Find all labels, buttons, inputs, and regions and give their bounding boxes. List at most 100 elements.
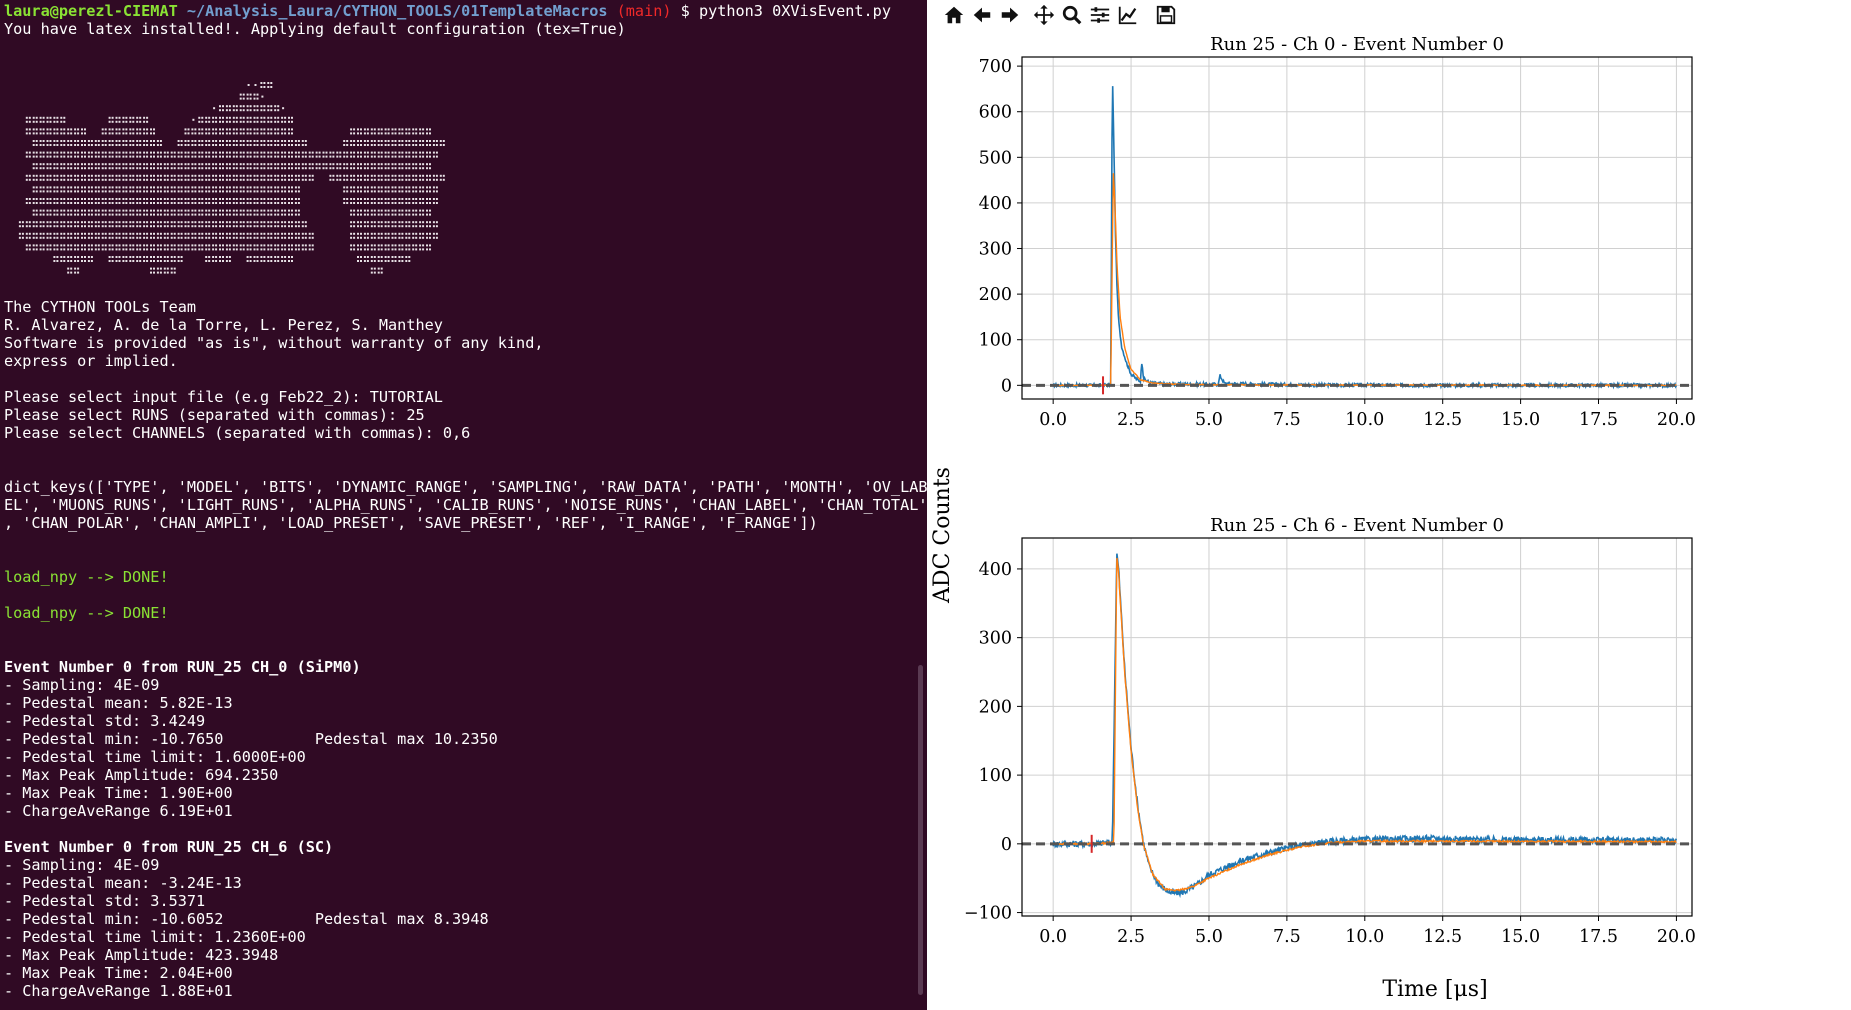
- x-tick-label: 7.5: [1273, 410, 1301, 430]
- forward-button[interactable]: [997, 2, 1023, 28]
- axes-frame: [1021, 537, 1693, 917]
- event-header: Event Number 0 from RUN_25 CH_0 (SiPM0): [4, 658, 361, 676]
- prompt-path: ~/Analysis_Laura/CYTHON_TOOLS/01Template…: [177, 2, 608, 20]
- zoom-button[interactable]: [1059, 2, 1085, 28]
- event-detail-line: - Pedestal min: -10.6052 Pedestal max 8.…: [4, 910, 489, 928]
- x-tick-label: 15.0: [1501, 927, 1540, 947]
- plot-title: Run 25 - Ch 0 - Event Number 0: [1210, 34, 1504, 55]
- forward-icon: [1001, 7, 1019, 23]
- event-detail-line: - Max Peak Amplitude: 694.2350: [4, 766, 279, 784]
- y-tick-label: −100: [964, 904, 1012, 924]
- y-tick-label: 200: [979, 285, 1012, 305]
- subplot-ch0[interactable]: Run 25 - Ch 0 - Event Number 0 0.0 2.5 5.0 7…: [979, 34, 1696, 430]
- x-tick-label: 5.0: [1195, 927, 1223, 947]
- terminal-scrollbar[interactable]: [918, 665, 923, 995]
- credit-line: The CYTHON TOOLs Team: [4, 298, 197, 316]
- pan-button[interactable]: [1031, 2, 1057, 28]
- y-tick-label: 400: [979, 560, 1012, 580]
- y-tick-label: 400: [979, 194, 1012, 214]
- y-tick-label: 0: [1001, 376, 1012, 396]
- x-tick-label: 20.0: [1657, 927, 1696, 947]
- pan-icon: [1033, 4, 1055, 26]
- save-icon: [1156, 5, 1176, 25]
- event-detail-line: - Sampling: 4E-09: [4, 856, 160, 874]
- edit-axis-icon: [1118, 6, 1137, 25]
- dict-keys-line: dict_keys(['TYPE', 'MODEL', 'BITS', 'DYN…: [4, 478, 927, 496]
- event-detail-line: - Pedestal mean: 5.82E-13: [4, 694, 233, 712]
- event-detail-line: - ChargeAveRange 1.88E+01: [4, 982, 233, 1000]
- y-axis-label: ADC Counts: [930, 467, 955, 604]
- event-detail-line: - Max Peak Time: 2.04E+00: [4, 964, 233, 982]
- event-detail-line: - ChargeAveRange 6.19E+01: [4, 802, 233, 820]
- event-detail-line: - Pedestal time limit: 1.6000E+00: [4, 748, 306, 766]
- x-tick-label: 15.0: [1501, 410, 1540, 430]
- event-detail-line: - Pedestal std: 3.5371: [4, 892, 206, 910]
- prompt-command: $ python3 0XVisEvent.py: [671, 2, 891, 20]
- load-message: load_npy --> DONE!: [4, 568, 169, 586]
- subplot-ch6[interactable]: Run 25 - Ch 6 - Event Number 0 0.0 2.5 5.0 7…: [964, 515, 1696, 947]
- credits-block: The CYTHON TOOLs Team R. Alvarez, A. de l…: [4, 298, 927, 370]
- latex-message: You have latex installed!. Applying defa…: [4, 20, 626, 38]
- credit-line: R. Alvarez, A. de la Torre, L. Perez, S.…: [4, 316, 443, 334]
- y-tick-label: 0: [1001, 835, 1012, 855]
- event-detail-line: - Pedestal time limit: 1.2360E+00: [4, 928, 306, 946]
- dict-keys-line: EL', 'MUONS_RUNS', 'LIGHT_RUNS', 'ALPHA_…: [4, 496, 927, 514]
- x-tick-label: 17.5: [1579, 927, 1618, 947]
- waveform-raw: [1052, 553, 1678, 899]
- back-button[interactable]: [969, 2, 995, 28]
- x-tick-label: 5.0: [1195, 410, 1223, 430]
- x-tick-label: 0.0: [1039, 927, 1067, 947]
- plot-title: Run 25 - Ch 6 - Event Number 0: [1210, 515, 1504, 536]
- credit-line: express or implied.: [4, 352, 178, 370]
- waveform-smoothed: [1052, 557, 1677, 892]
- y-tick-label: 300: [979, 629, 1012, 649]
- event-detail-line: - Pedestal std: 3.4249: [4, 712, 206, 730]
- prompt-branch: (main): [607, 2, 672, 20]
- y-tick-label: 300: [979, 240, 1012, 260]
- x-tick-label: 17.5: [1579, 410, 1618, 430]
- prompt-line: laura@perezl-CIEMAT ~/Analysis_Laura/CYT…: [4, 2, 927, 20]
- edit-axis-button[interactable]: [1115, 2, 1141, 28]
- figure-canvas[interactable]: Run 25 - Ch 0 - Event Number 0 0.0 2.5 5.0 7…: [927, 30, 1851, 1010]
- y-tick-label: 200: [979, 697, 1012, 717]
- x-tick-label: 0.0: [1039, 410, 1067, 430]
- credit-line: Software is provided "as is", without wa…: [4, 334, 544, 352]
- y-tick-label: 500: [979, 148, 1012, 168]
- x-tick-label: 10.0: [1345, 927, 1384, 947]
- x-tick-label: 12.5: [1423, 410, 1462, 430]
- event-detail-line: - Pedestal min: -10.7650 Pedestal max 10…: [4, 730, 498, 748]
- configure-subplots-button[interactable]: [1087, 2, 1113, 28]
- input-line: Please select input file (e.g Feb22_2): …: [4, 388, 443, 406]
- back-icon: [973, 7, 991, 23]
- x-tick-label: 7.5: [1273, 927, 1301, 947]
- prompt-user: laura@perezl-CIEMAT: [4, 2, 178, 20]
- load-message: load_npy --> DONE!: [4, 604, 169, 622]
- event-summaries: Event Number 0 from RUN_25 CH_0 (SiPM0) -…: [4, 658, 927, 1000]
- plot-toolbar: [927, 0, 1851, 30]
- event-detail-line: - Max Peak Time: 1.90E+00: [4, 784, 233, 802]
- save-button[interactable]: [1153, 2, 1179, 28]
- input-prompts: Please select input file (e.g Feb22_2): …: [4, 388, 927, 442]
- input-line: Please select CHANNELS (separated with c…: [4, 424, 471, 442]
- dict-keys-output: dict_keys(['TYPE', 'MODEL', 'BITS', 'DYN…: [4, 478, 927, 532]
- event-detail-line: - Sampling: 4E-09: [4, 676, 160, 694]
- configure-subplots-icon: [1090, 7, 1110, 23]
- x-tick-label: 12.5: [1423, 927, 1462, 947]
- y-tick-label: 100: [979, 331, 1012, 351]
- event-header: Event Number 0 from RUN_25 CH_6 (SC): [4, 838, 334, 856]
- dict-keys-line: , 'CHAN_POLAR', 'CHAN_AMPLI', 'LOAD_PRES…: [4, 514, 818, 532]
- x-tick-label: 20.0: [1657, 410, 1696, 430]
- terminal-window[interactable]: laura@perezl-CIEMAT ~/Analysis_Laura/CYT…: [0, 0, 927, 1010]
- home-button[interactable]: [941, 2, 967, 28]
- y-tick-label: 100: [979, 766, 1012, 786]
- event-detail-line: - Pedestal mean: -3.24E-13: [4, 874, 242, 892]
- input-line: Please select RUNS (separated with comma…: [4, 406, 425, 424]
- ascii-art-logo: [18, 82, 445, 274]
- x-tick-label: 2.5: [1117, 927, 1145, 947]
- event-detail-line: - Max Peak Amplitude: 423.3948: [4, 946, 279, 964]
- home-icon: [944, 6, 964, 24]
- x-axis-label: Time [μs]: [1382, 977, 1487, 1002]
- y-tick-label: 600: [979, 103, 1012, 123]
- axes-frame: [1021, 56, 1693, 400]
- matplotlib-window: Run 25 - Ch 0 - Event Number 0 0.0 2.5 5.0 7…: [927, 0, 1851, 1010]
